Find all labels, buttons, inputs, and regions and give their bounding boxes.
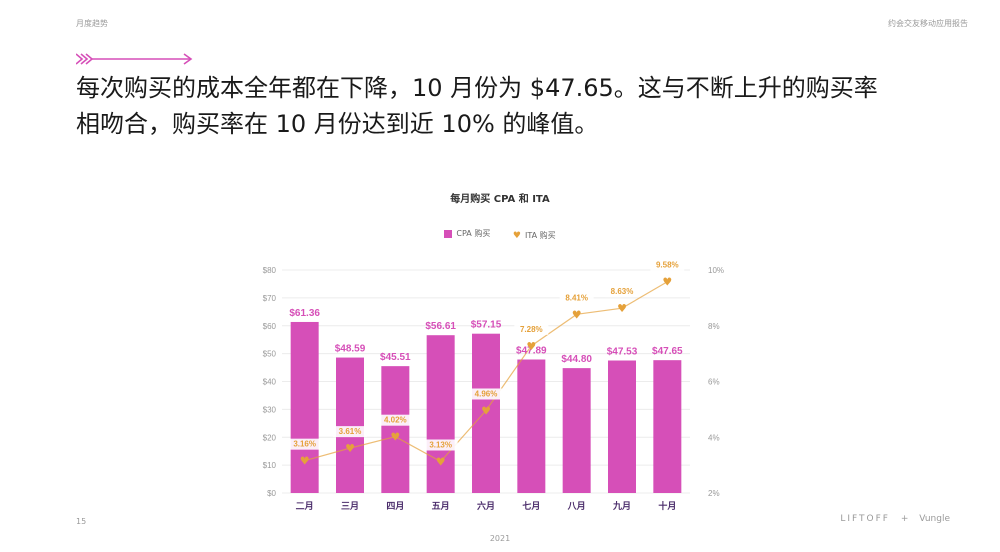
legend-heart-icon: ♥ bbox=[512, 230, 521, 241]
bar-cpa bbox=[653, 360, 682, 493]
point-ita-heart-icon: ♥ bbox=[572, 308, 582, 321]
point-label-bg bbox=[333, 426, 367, 438]
point-label-bg bbox=[514, 323, 549, 335]
x-category-label: 二月 bbox=[296, 501, 314, 512]
bar-value-label: $61.36 bbox=[289, 308, 320, 319]
point-value-label: 9.58% bbox=[656, 261, 679, 270]
bar-value-label: $57.15 bbox=[471, 320, 502, 331]
bar-cpa bbox=[336, 357, 364, 493]
bar-cpa bbox=[562, 368, 591, 493]
point-label-bg bbox=[605, 286, 639, 298]
point-ita-heart-icon: ♥ bbox=[617, 302, 627, 315]
bar-value-label: $56.61 bbox=[425, 321, 456, 332]
x-axis-year-label: 2021 bbox=[489, 534, 511, 543]
point-label-bg bbox=[650, 259, 685, 271]
y-left-tick-label: $30 bbox=[263, 405, 277, 414]
legend-item-ita: ♥ ITA 购买 bbox=[513, 230, 556, 241]
x-category-label: 八月 bbox=[567, 501, 586, 512]
bar-cpa bbox=[381, 366, 410, 493]
bar-value-label: $45.51 bbox=[380, 352, 411, 363]
x-category-label: 四月 bbox=[386, 501, 404, 512]
point-value-label: 8.63% bbox=[611, 287, 634, 296]
arrow-decoration-icon bbox=[76, 53, 193, 65]
liftoff-logo: LIFTOFF bbox=[840, 514, 890, 524]
y-right-tick-label: 10% bbox=[708, 266, 724, 275]
point-ita-heart-icon: ♥ bbox=[526, 340, 536, 353]
point-value-label: 3.13% bbox=[429, 441, 452, 450]
x-category-label: 七月 bbox=[522, 500, 540, 512]
chart-legend: CPA 购买 ♥ ITA 购买 bbox=[0, 228, 1000, 241]
point-ita-heart-icon: ♥ bbox=[481, 404, 491, 417]
y-left-tick-label: $0 bbox=[267, 489, 276, 498]
y-left-tick-label: $20 bbox=[263, 433, 277, 442]
chart-title: 每月购买 CPA 和 ITA bbox=[450, 194, 550, 205]
x-category-label: 三月 bbox=[341, 501, 359, 512]
bar-value-label: $44.80 bbox=[561, 354, 592, 365]
logo-separator: + bbox=[900, 514, 909, 524]
bar-cpa bbox=[426, 335, 455, 493]
point-label-bg bbox=[559, 292, 594, 304]
point-value-label: 4.02% bbox=[384, 416, 407, 425]
y-right-tick-label: 8% bbox=[708, 322, 720, 331]
x-category-label: 十月 bbox=[658, 500, 676, 512]
point-ita-heart-icon: ♥ bbox=[390, 431, 400, 444]
point-value-label: 7.28% bbox=[520, 325, 543, 334]
headline: 每次购买的成本全年都在下降，10 月份为 $47.65。这与不断上升的购买率相吻… bbox=[76, 74, 878, 138]
point-ita-heart-icon: ♥ bbox=[436, 456, 446, 469]
bar-value-label: $47.65 bbox=[652, 346, 683, 357]
vungle-logo: Vungle bbox=[919, 514, 950, 524]
point-value-label: 3.16% bbox=[293, 440, 316, 449]
report-title: 约会交友移动应用报告 bbox=[888, 19, 968, 28]
y-left-tick-label: $40 bbox=[263, 378, 277, 387]
x-category-label: 六月 bbox=[477, 500, 495, 512]
x-category-label: 五月 bbox=[432, 501, 450, 512]
legend-label-cpa: CPA 购买 bbox=[456, 229, 491, 238]
footer-logos: LIFTOFF + Vungle bbox=[840, 514, 950, 524]
point-ita-heart-icon: ♥ bbox=[662, 276, 672, 289]
y-right-tick-label: 2% bbox=[708, 489, 720, 498]
point-label-bg bbox=[423, 439, 458, 451]
legend-square-icon bbox=[444, 229, 453, 238]
point-ita-heart-icon: ♥ bbox=[300, 455, 310, 468]
line-ita bbox=[304, 281, 668, 463]
x-category-label: 九月 bbox=[612, 500, 631, 512]
bar-cpa bbox=[517, 359, 546, 493]
point-value-label: 8.41% bbox=[565, 293, 588, 302]
point-value-label: 4.96% bbox=[475, 389, 498, 398]
point-ita-heart-icon: ♥ bbox=[345, 442, 355, 455]
y-left-tick-label: $10 bbox=[263, 461, 277, 470]
y-right-tick-label: 4% bbox=[708, 433, 720, 442]
bar-value-label: $47.53 bbox=[607, 347, 638, 358]
bar-cpa bbox=[608, 360, 636, 493]
bar-value-label: $48.59 bbox=[335, 344, 366, 355]
bar-cpa bbox=[290, 321, 319, 493]
y-left-tick-label: $60 bbox=[263, 322, 277, 331]
bar-value-label: $47.89 bbox=[516, 346, 547, 357]
section-label: 月度趋势 bbox=[76, 19, 108, 28]
y-left-tick-label: $80 bbox=[263, 266, 277, 275]
page-number: 15 bbox=[76, 517, 87, 526]
y-right-tick-label: 6% bbox=[708, 378, 720, 387]
point-value-label: 3.61% bbox=[339, 427, 362, 436]
point-label-bg bbox=[378, 414, 413, 426]
bar-cpa bbox=[472, 333, 500, 493]
y-left-tick-label: $50 bbox=[263, 350, 277, 359]
point-label-bg bbox=[287, 438, 322, 450]
y-left-tick-label: $70 bbox=[263, 294, 277, 303]
point-label-bg bbox=[469, 388, 503, 400]
legend-label-ita: ITA 购买 bbox=[524, 231, 556, 240]
legend-item-cpa: CPA 购买 bbox=[444, 228, 490, 239]
